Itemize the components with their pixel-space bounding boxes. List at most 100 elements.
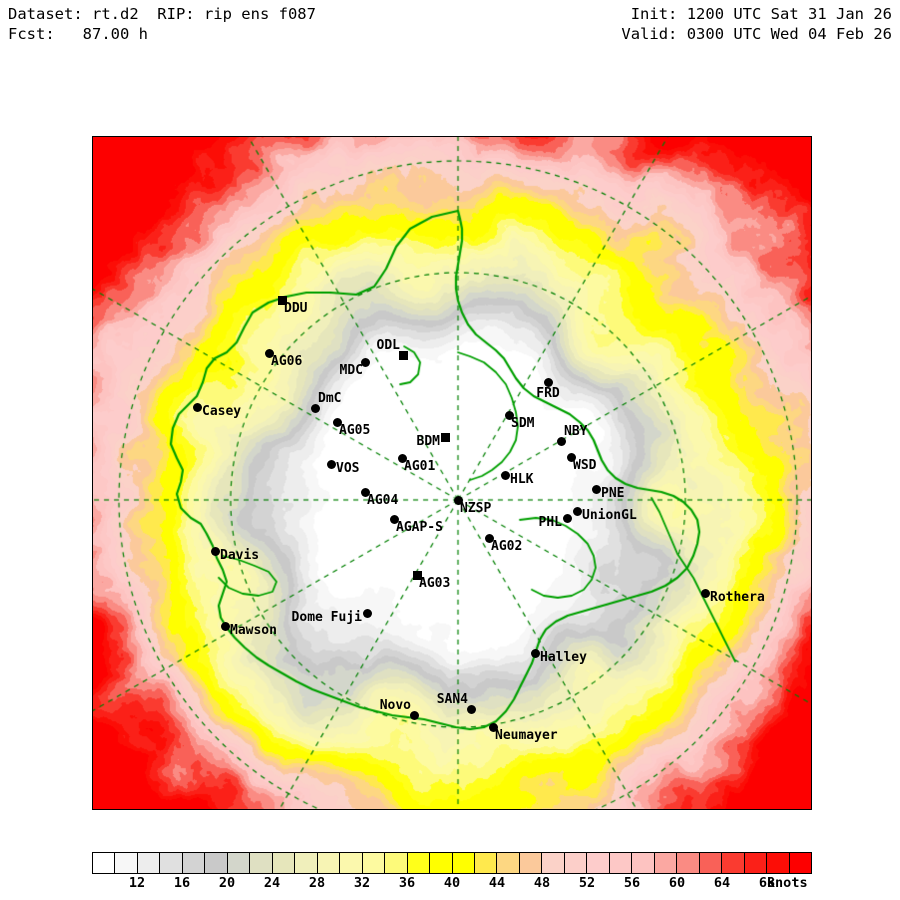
station-dot-icon (530, 648, 540, 658)
station-label-AG01: AG01 (404, 459, 436, 474)
colorbar-tick-56: 56 (623, 875, 641, 891)
station-label-Casey: Casey (202, 404, 242, 419)
station-label-AG06: AG06 (271, 354, 303, 369)
colorbar-cell-26 (677, 853, 700, 873)
header-forecast-line: Fcst: 87.00 h (8, 25, 148, 43)
header-dataset-line: Dataset: rt.d2 RIP: rip ens f087 (8, 5, 316, 23)
station-dot-icon (389, 514, 399, 524)
colorbar-tick-52: 52 (578, 875, 596, 891)
colorbar-cell-11 (340, 853, 363, 873)
station-label-FRD: FRD (536, 386, 560, 401)
colorbar-cell-20 (542, 853, 565, 873)
station-label-NBY: NBY (564, 424, 588, 439)
colorbar-cell-27 (699, 853, 723, 873)
station-dot-icon (409, 710, 419, 720)
colorbar-cell-17 (474, 853, 498, 873)
colorbar-tick-24: 24 (263, 875, 281, 891)
station-label-DDU: DDU (284, 301, 308, 316)
colorbar-cell-14 (407, 853, 431, 873)
station-label-WSD: WSD (573, 458, 597, 473)
station-dot-icon (484, 533, 494, 543)
station-label-SAN4: SAN4 (436, 692, 468, 707)
colorbar-cell-25 (654, 853, 678, 873)
colorbar-cell-1 (115, 853, 138, 873)
station-label-UnionGL: UnionGL (582, 508, 637, 523)
colorbar-cell-12 (362, 853, 386, 873)
station-dot-icon (397, 453, 407, 463)
station-dot-icon (488, 722, 498, 732)
station-dot-icon (572, 506, 582, 516)
station-dot-icon (360, 357, 370, 367)
station-label-NZSP: NZSP (460, 501, 492, 516)
station-dot-icon (310, 403, 320, 413)
station-label-Davis: Davis (220, 548, 260, 563)
station-dot-icon (398, 350, 408, 360)
map-plot-frame[interactable]: DDU AG06 MDC ODL Casey DmC AG05 BDM FRD SDM NBY WSD… (92, 136, 812, 810)
station-dot-icon (326, 459, 336, 469)
colorbar-cell-7 (250, 853, 273, 873)
header-block: Dataset: rt.d2 RIP: rip ens f087 Fcst: 8… (0, 0, 900, 60)
colorbar-tick-16: 16 (173, 875, 191, 891)
station-label-DomeFuji: Dome Fuji (291, 610, 362, 625)
station-label-SDM: SDM (511, 416, 535, 431)
colorbar-cell-15 (430, 853, 453, 873)
station-label-AG05: AG05 (339, 423, 371, 438)
colorbar-tick-68: 68 (758, 875, 776, 891)
colorbar-tick-20: 20 (218, 875, 236, 891)
station-label-PHL: PHL (538, 515, 562, 530)
station-label-DmC: DmC (318, 391, 342, 406)
station-dot-icon (412, 570, 422, 580)
colorbar-cell-0 (93, 853, 116, 873)
colorbar-cell-19 (519, 853, 543, 873)
station-label-AG02: AG02 (491, 539, 523, 554)
colorbar-tick-12: 12 (128, 875, 146, 891)
colorbar-cell-22 (587, 853, 610, 873)
station-dot-icon (504, 410, 514, 420)
station-dot-icon (700, 588, 710, 598)
station-label-Rothera: Rothera (710, 590, 765, 605)
wind-speed-field-canvas (93, 137, 811, 809)
station-dot-icon (543, 377, 553, 387)
colorbar-cell-31 (789, 853, 811, 873)
colorbar-cell-4 (182, 853, 206, 873)
colorbar-cell-9 (295, 853, 318, 873)
station-dot-icon (264, 348, 274, 358)
colorbar-cell-24 (632, 853, 655, 873)
colorbar-tick-32: 32 (353, 875, 371, 891)
station-label-AGAP-S: AGAP-S (396, 520, 443, 535)
colorbar-tick-60: 60 (668, 875, 686, 891)
station-label-Novo: Novo (379, 698, 411, 713)
station-dot-icon (360, 487, 370, 497)
station-label-ODL: ODL (376, 338, 400, 353)
station-dot-icon (453, 495, 463, 505)
station-label-Mawson: Mawson (230, 623, 277, 638)
station-label-AG04: AG04 (367, 493, 399, 508)
colorbar-cell-16 (452, 853, 475, 873)
colorbar-tick-64: 64 (713, 875, 731, 891)
colorbar-swatches (92, 852, 812, 874)
station-dot-icon (562, 513, 572, 523)
station-dot-icon (220, 621, 230, 631)
colorbar-cell-8 (272, 853, 296, 873)
station-label-MDC: MDC (339, 363, 363, 378)
station-label-Halley: Halley (540, 650, 587, 665)
station-label-BDM: BDM (416, 434, 440, 449)
colorbar-block: 12 16 20 24 28 32 36 40 44 48 52 56 60 64 68 knots (92, 852, 812, 898)
colorbar-tick-36: 36 (398, 875, 416, 891)
station-dot-icon (332, 417, 342, 427)
colorbar-cell-3 (160, 853, 183, 873)
colorbar-tick-48: 48 (533, 875, 551, 891)
colorbar-cell-2 (137, 853, 161, 873)
colorbar-tick-labels: 12 16 20 24 28 32 36 40 44 48 52 56 60 64 68 knots (92, 875, 812, 895)
station-dot-icon (192, 402, 202, 412)
station-dot-icon (591, 484, 601, 494)
colorbar-tick-44: 44 (488, 875, 506, 891)
station-dot-icon (362, 608, 372, 618)
station-dot-icon (277, 295, 287, 305)
station-label-PNE: PNE (601, 486, 625, 501)
colorbar-units-label: knots (766, 875, 808, 891)
station-label-VOS: VOS (336, 461, 360, 476)
header-valid-time: Valid: 0300 UTC Wed 04 Feb 26 (621, 25, 892, 43)
station-dot-icon (466, 704, 476, 714)
colorbar-cell-23 (609, 853, 633, 873)
